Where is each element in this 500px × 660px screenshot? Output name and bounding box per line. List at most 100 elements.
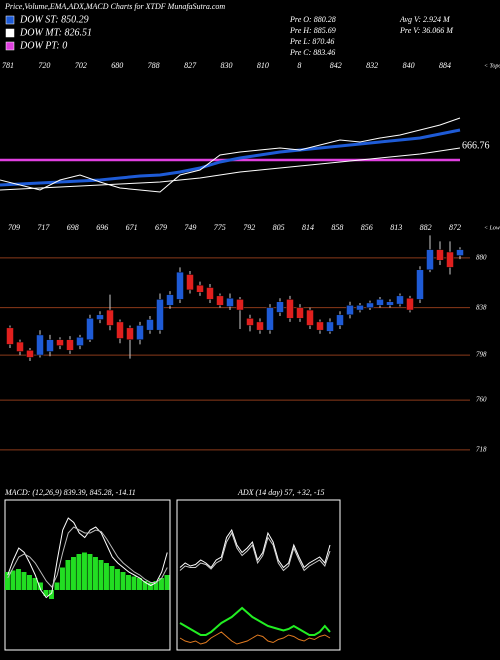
candle-body bbox=[56, 339, 64, 346]
candle-body bbox=[76, 337, 84, 346]
top-label: 856 bbox=[361, 223, 373, 232]
series-line bbox=[179, 528, 331, 569]
top-label: 8 bbox=[297, 61, 301, 70]
series-line bbox=[179, 606, 331, 636]
histogram-bar bbox=[10, 570, 16, 590]
candle-body bbox=[166, 294, 174, 306]
histogram-bar bbox=[38, 582, 43, 590]
top-label: 696 bbox=[96, 223, 108, 232]
top-label: 680 bbox=[111, 61, 123, 70]
panel-label: MACD: (12,26,9) 839.39, 845.28, -14.11 bbox=[4, 488, 136, 497]
top-label: 709 bbox=[8, 223, 20, 232]
histogram-bar bbox=[164, 575, 170, 590]
histogram-bar bbox=[148, 582, 153, 590]
top-label: 814 bbox=[302, 223, 314, 232]
annotation: 666.76 bbox=[462, 140, 490, 151]
histogram-bar bbox=[98, 560, 104, 590]
candle-body bbox=[246, 318, 254, 326]
candle-body bbox=[286, 299, 294, 319]
top-label: 717 bbox=[37, 223, 50, 232]
histogram-bar bbox=[109, 566, 115, 590]
candle-body bbox=[136, 325, 144, 340]
histogram-bar bbox=[32, 578, 38, 590]
candle-body bbox=[176, 271, 184, 300]
top-label: 832 bbox=[366, 61, 378, 70]
info-text: Pre O: 880.28 bbox=[289, 15, 336, 24]
candle-body bbox=[446, 251, 454, 268]
histogram-bar bbox=[5, 572, 10, 590]
legend-swatch bbox=[5, 28, 15, 38]
histogram-bar bbox=[60, 567, 65, 590]
candle-body bbox=[316, 321, 324, 331]
candle-body bbox=[356, 305, 364, 311]
histogram-bar bbox=[159, 578, 164, 590]
candle-body bbox=[386, 301, 394, 306]
series-line bbox=[0, 117, 461, 193]
series-line bbox=[7, 517, 168, 599]
info-text: Pre H: 885.69 bbox=[289, 26, 336, 35]
panel-label: ADX (14 day) 57, +32, -15 bbox=[237, 488, 325, 497]
histogram-bar bbox=[49, 590, 54, 599]
candle-body bbox=[156, 299, 164, 331]
histogram-bar bbox=[87, 554, 93, 590]
candle-body bbox=[306, 309, 314, 326]
candle-body bbox=[236, 299, 244, 311]
top-label: 671 bbox=[126, 223, 138, 232]
histogram-bar bbox=[115, 569, 120, 590]
histogram-bar bbox=[16, 569, 21, 590]
top-label: 792 bbox=[243, 223, 255, 232]
candle-body bbox=[416, 269, 424, 300]
y-tick-label: 798 bbox=[476, 351, 487, 359]
histogram-bar bbox=[137, 578, 142, 590]
top-label: 679 bbox=[155, 223, 167, 232]
y-tick-label: 880 bbox=[476, 254, 487, 262]
legend-swatch bbox=[5, 15, 15, 25]
candle-body bbox=[46, 339, 54, 352]
top-label: 781 bbox=[2, 61, 14, 70]
candle-body bbox=[106, 309, 114, 326]
panel bbox=[176, 499, 341, 651]
top-label: 698 bbox=[67, 223, 79, 232]
series-line bbox=[0, 147, 461, 191]
candle-body bbox=[276, 301, 284, 313]
top-label: 813 bbox=[390, 223, 402, 232]
info-text: Pre C: 883.46 bbox=[289, 48, 335, 57]
info-text: Avg V: 2.924 M bbox=[399, 15, 451, 24]
top-label: 805 bbox=[273, 223, 285, 232]
histogram-bar bbox=[104, 563, 109, 590]
histogram-bar bbox=[54, 582, 60, 590]
series-line bbox=[0, 128, 461, 187]
candle-body bbox=[96, 314, 104, 320]
candle-body bbox=[346, 305, 354, 316]
top-label: 810 bbox=[257, 61, 269, 70]
candle-body bbox=[86, 318, 94, 340]
legend-swatch bbox=[5, 41, 15, 51]
candle-body bbox=[6, 327, 14, 345]
candle-body bbox=[66, 339, 74, 351]
histogram-bar bbox=[153, 581, 159, 590]
y-tick-label: 760 bbox=[476, 396, 487, 404]
top-label: 858 bbox=[331, 223, 343, 232]
candle-body bbox=[216, 295, 224, 306]
histogram-bar bbox=[126, 575, 131, 590]
candle-body bbox=[226, 297, 234, 307]
candle-body bbox=[116, 321, 124, 339]
candle-body bbox=[186, 274, 194, 291]
legend-label: DOW MT: 826.51 bbox=[19, 27, 92, 38]
top-label: 720 bbox=[38, 61, 50, 70]
top-label: 882 bbox=[420, 223, 432, 232]
legend-label: DOW PT: 0 bbox=[19, 40, 67, 51]
top-label: 775 bbox=[214, 223, 226, 232]
candle-body bbox=[126, 327, 134, 340]
info-text: Pre V: 36.066 M bbox=[399, 26, 454, 35]
histogram-bar bbox=[43, 590, 49, 596]
candle-body bbox=[266, 307, 274, 331]
candle-body bbox=[406, 297, 414, 311]
histogram-bar bbox=[142, 581, 148, 590]
candle-body bbox=[436, 249, 444, 261]
candle-body bbox=[326, 321, 334, 332]
top-label: 840 bbox=[403, 61, 415, 70]
top-label: 702 bbox=[75, 61, 87, 70]
candle-body bbox=[376, 299, 384, 306]
